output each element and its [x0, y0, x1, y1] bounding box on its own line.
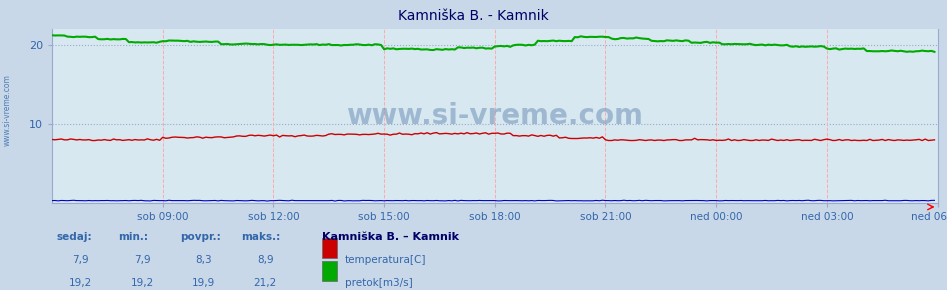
Text: Kamniška B. - Kamnik: Kamniška B. - Kamnik	[398, 9, 549, 23]
Text: min.:: min.:	[118, 232, 149, 242]
Text: 21,2: 21,2	[254, 278, 277, 288]
Text: maks.:: maks.:	[241, 232, 280, 242]
Text: sedaj:: sedaj:	[57, 232, 93, 242]
Text: 8,9: 8,9	[257, 255, 274, 265]
Text: 19,9: 19,9	[192, 278, 215, 288]
Text: pretok[m3/s]: pretok[m3/s]	[345, 278, 413, 288]
Text: www.si-vreme.com: www.si-vreme.com	[3, 74, 12, 146]
Text: 7,9: 7,9	[72, 255, 89, 265]
Text: povpr.:: povpr.:	[180, 232, 221, 242]
Text: 19,2: 19,2	[131, 278, 153, 288]
Text: temperatura[C]: temperatura[C]	[345, 255, 426, 265]
Text: 8,3: 8,3	[195, 255, 212, 265]
Text: Kamniška B. – Kamnik: Kamniška B. – Kamnik	[322, 232, 459, 242]
Text: 19,2: 19,2	[69, 278, 92, 288]
Text: www.si-vreme.com: www.si-vreme.com	[347, 102, 643, 130]
Text: 7,9: 7,9	[134, 255, 151, 265]
